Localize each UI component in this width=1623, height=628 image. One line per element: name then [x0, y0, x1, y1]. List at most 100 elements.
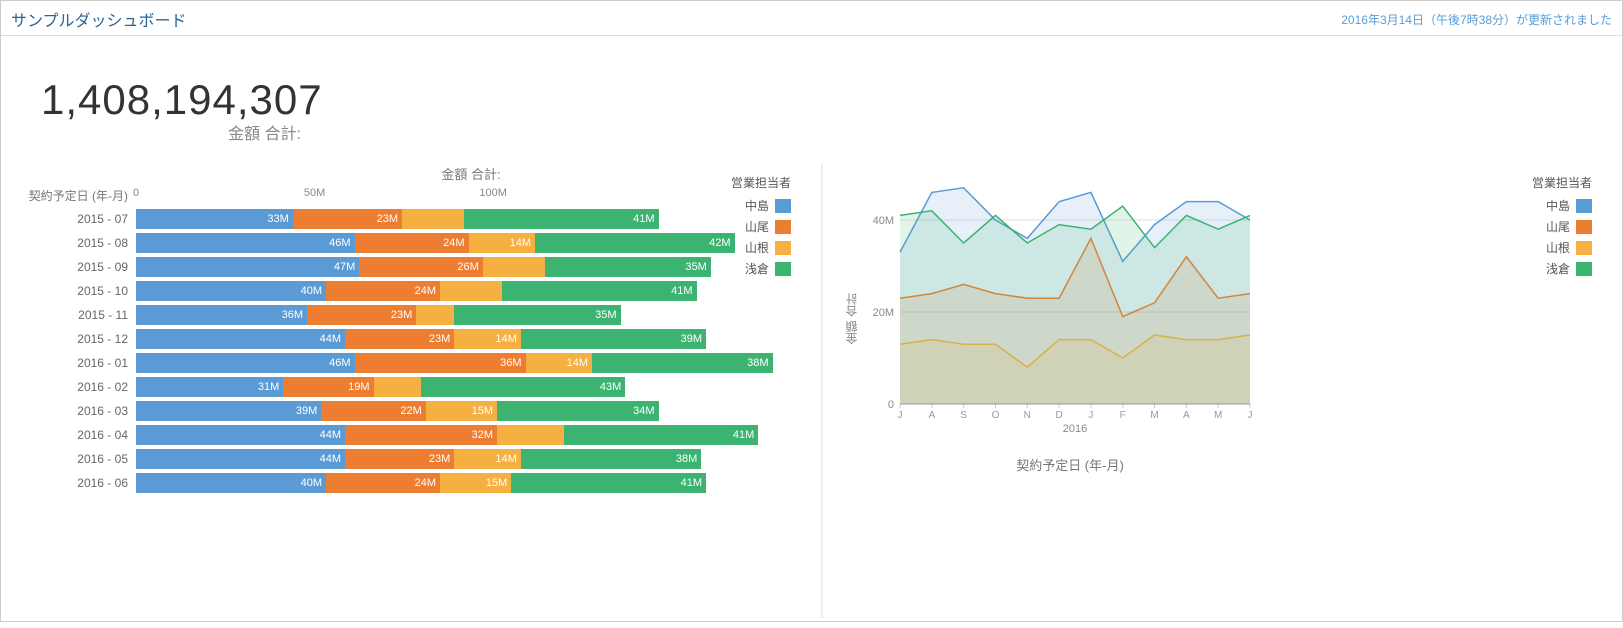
- bar-chart-segment[interactable]: 32M: [345, 425, 497, 445]
- main-content: 1,408,194,307 金額 合計: 金額 合計: 契約予定日 (年-月) …: [1, 36, 1622, 628]
- bar-chart-segment[interactable]: 33M: [136, 209, 293, 229]
- bar-chart-segment[interactable]: 38M: [521, 449, 702, 469]
- bar-chart-segment[interactable]: 15M: [440, 473, 511, 493]
- bar-chart-segment[interactable]: 14M: [454, 449, 521, 469]
- line-chart-legend: 営業担当者中島山尾山根浅倉: [1532, 174, 1592, 281]
- kpi-value: 1,408,194,307: [41, 76, 1602, 124]
- bar-chart-segment[interactable]: 41M: [564, 425, 759, 445]
- bar-chart-segment[interactable]: 42M: [535, 233, 735, 253]
- bar-chart-segment[interactable]: [497, 425, 564, 445]
- bar-chart-segment[interactable]: 41M: [511, 473, 706, 493]
- bar-chart-row[interactable]: 2015 - 1040M24M41M: [21, 279, 801, 302]
- bar-chart-x-tick: 100M: [479, 187, 507, 199]
- bar-chart-segment[interactable]: 41M: [502, 281, 697, 301]
- bar-chart-row[interactable]: 2015 - 0733M23M41M: [21, 207, 801, 230]
- bar-chart-segment[interactable]: [416, 305, 454, 325]
- bar-chart-segment[interactable]: 46M: [136, 233, 355, 253]
- line-chart-x-tick: M: [1150, 410, 1158, 421]
- legend-item[interactable]: 山根: [1532, 239, 1592, 256]
- line-chart-x-tick: O: [992, 410, 1000, 421]
- bar-chart-stack: 39M22M15M34M: [136, 401, 801, 421]
- bar-chart-segment[interactable]: 39M: [136, 401, 321, 421]
- bar-chart-segment[interactable]: 23M: [345, 329, 454, 349]
- bar-chart-segment[interactable]: 22M: [321, 401, 426, 421]
- bar-chart-segment[interactable]: 26M: [359, 257, 483, 277]
- bar-chart-row[interactable]: 2015 - 0846M24M14M42M: [21, 231, 801, 254]
- bar-chart-x-tick: 50M: [304, 187, 325, 199]
- bar-chart-segment[interactable]: [483, 257, 545, 277]
- bar-chart-row[interactable]: 2016 - 0146M36M14M38M: [21, 351, 801, 374]
- bar-chart-segment[interactable]: 39M: [521, 329, 706, 349]
- bar-chart-segment[interactable]: 14M: [454, 329, 521, 349]
- line-chart-area: [900, 206, 1250, 404]
- bar-chart-segment[interactable]: 40M: [136, 473, 326, 493]
- line-chart-year-label: 2016: [1063, 423, 1087, 435]
- bar-chart-segment[interactable]: 24M: [326, 281, 440, 301]
- bar-chart-segment[interactable]: 14M: [526, 353, 593, 373]
- bar-chart-segment[interactable]: 44M: [136, 425, 345, 445]
- legend-item[interactable]: 浅倉: [1532, 260, 1592, 277]
- legend-swatch: [1576, 241, 1592, 255]
- bar-chart-segment[interactable]: 34M: [497, 401, 659, 421]
- bar-chart-row[interactable]: 2015 - 0947M26M 35M: [21, 255, 801, 278]
- legend-item[interactable]: 中島: [1532, 197, 1592, 214]
- bar-chart-segment[interactable]: 41M: [464, 209, 659, 229]
- bar-chart-stack: 40M24M 41M: [136, 281, 801, 301]
- bar-chart-row[interactable]: 2016 - 0339M22M15M34M: [21, 399, 801, 422]
- legend-item-label: 山根: [745, 239, 769, 256]
- legend-item-label: 浅倉: [1546, 260, 1570, 277]
- line-chart-x-tick: A: [928, 410, 935, 421]
- bar-chart-segment[interactable]: 35M: [545, 257, 711, 277]
- bar-chart-x-axis: 050M100M: [136, 187, 801, 203]
- bar-chart-segment[interactable]: 24M: [355, 233, 469, 253]
- bar-chart-row[interactable]: 2015 - 1244M23M14M39M: [21, 327, 801, 350]
- bar-chart-segment[interactable]: 35M: [454, 305, 620, 325]
- bar-chart-segment[interactable]: [402, 209, 464, 229]
- legend-swatch: [1576, 220, 1592, 234]
- header: サンプルダッシュボード 2016年3月14日（午後7時38分）が更新されました: [1, 1, 1622, 36]
- bar-chart-segment[interactable]: 36M: [355, 353, 526, 373]
- bar-chart-segment[interactable]: 40M: [136, 281, 326, 301]
- line-chart-x-tick: M: [1214, 410, 1222, 421]
- bar-chart-segment[interactable]: 19M: [283, 377, 373, 397]
- bar-chart-segment[interactable]: 23M: [293, 209, 402, 229]
- bar-chart-segment[interactable]: [440, 281, 502, 301]
- bar-chart-category-label: 2016 - 05: [21, 452, 136, 466]
- line-chart-x-tick: S: [960, 410, 967, 421]
- bar-chart-segment[interactable]: 24M: [326, 473, 440, 493]
- legend-item[interactable]: 山尾: [1532, 218, 1592, 235]
- bar-chart-segment[interactable]: 36M: [136, 305, 307, 325]
- bar-chart-segment[interactable]: 43M: [421, 377, 625, 397]
- bar-chart-segment[interactable]: 14M: [469, 233, 536, 253]
- line-chart-x-tick: D: [1055, 410, 1062, 421]
- legend-item-label: 中島: [1546, 197, 1570, 214]
- bar-chart-stack: 31M19M 43M: [136, 377, 801, 397]
- bar-chart-segment[interactable]: 46M: [136, 353, 355, 373]
- line-chart-x-tick: A: [1183, 410, 1190, 421]
- legend-item-label: 山根: [1546, 239, 1570, 256]
- bar-chart-segment[interactable]: 23M: [307, 305, 416, 325]
- legend-item[interactable]: 中島: [731, 197, 791, 214]
- bar-chart-row[interactable]: 2016 - 0444M32M41M: [21, 423, 801, 446]
- bar-chart-segment[interactable]: 23M: [345, 449, 454, 469]
- bar-chart-row[interactable]: 2015 - 1136M23M35M: [21, 303, 801, 326]
- bar-chart-segment[interactable]: 44M: [136, 329, 345, 349]
- line-chart-y-tick: 20M: [873, 307, 894, 319]
- bar-chart-segment[interactable]: 31M: [136, 377, 283, 397]
- bar-chart-segment[interactable]: 15M: [426, 401, 497, 421]
- bar-chart-segment[interactable]: 47M: [136, 257, 359, 277]
- bar-chart-segment[interactable]: 44M: [136, 449, 345, 469]
- bar-chart-stack: 46M24M14M42M: [136, 233, 801, 253]
- bar-chart-row[interactable]: 2016 - 0640M24M15M41M: [21, 471, 801, 494]
- bar-chart-stack: 46M36M14M38M: [136, 353, 801, 373]
- legend-item[interactable]: 山尾: [731, 218, 791, 235]
- bar-chart-row[interactable]: 2016 - 0231M19M43M: [21, 375, 801, 398]
- legend-item-label: 山尾: [745, 218, 769, 235]
- bar-chart-category-label: 2015 - 09: [21, 260, 136, 274]
- line-chart-x-tick: J: [1088, 410, 1093, 421]
- bar-chart-row[interactable]: 2016 - 0544M23M14M38M: [21, 447, 801, 470]
- bar-chart-segment[interactable]: 38M: [592, 353, 773, 373]
- legend-item[interactable]: 山根: [731, 239, 791, 256]
- bar-chart-segment[interactable]: [374, 377, 422, 397]
- legend-item[interactable]: 浅倉: [731, 260, 791, 277]
